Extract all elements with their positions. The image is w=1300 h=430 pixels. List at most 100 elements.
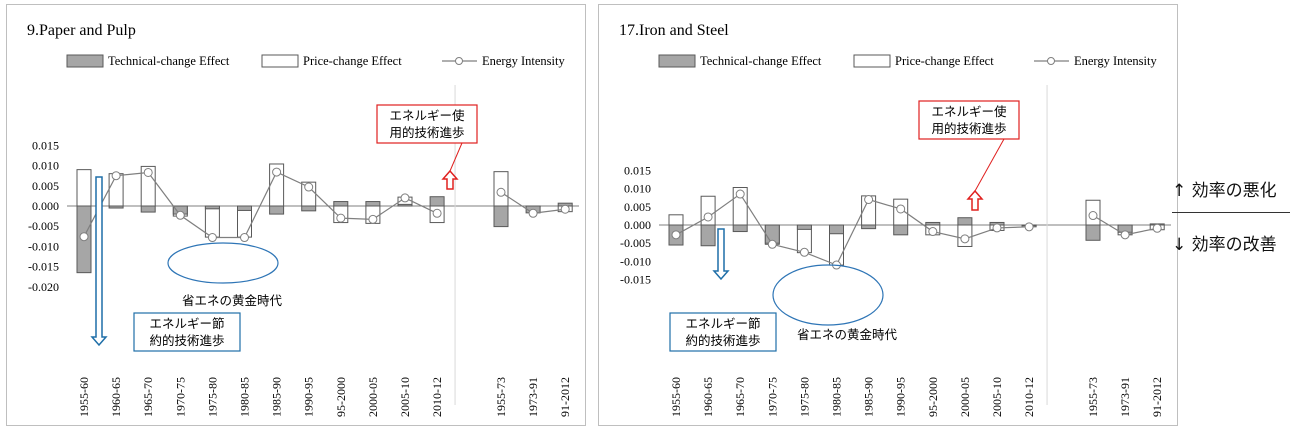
bar-technical-change [957, 217, 973, 226]
legend-intensity-marker [1047, 57, 1055, 65]
intensity-line-periods [675, 193, 1030, 266]
y-tick-label: 0.000 [32, 199, 59, 213]
bar-price-change [76, 169, 92, 207]
energy-using-box [918, 100, 1020, 140]
intensity-point [864, 195, 874, 205]
y-tick-label: -0.005 [28, 219, 59, 233]
x-tick-label: 91-2012 [1150, 377, 1164, 417]
x-tick-label: 1970-75 [765, 377, 779, 417]
intensity-point [1024, 222, 1034, 232]
x-tick-label: 1955-60 [669, 377, 683, 417]
bar-technical-change [397, 203, 413, 207]
x-tick-label: 2005-10 [990, 377, 1004, 417]
intensity-point [143, 167, 153, 177]
bar-technical-change [493, 205, 509, 228]
bar-technical-change [893, 224, 909, 236]
energy-saving-box [133, 312, 241, 352]
x-tick-label: 1990-95 [894, 377, 908, 417]
intensity-point [671, 230, 681, 240]
intensity-point [368, 214, 378, 224]
bar-price-change [204, 205, 220, 238]
bar-technical-change [925, 221, 941, 226]
intensity-point [560, 204, 570, 214]
energy-using-label-1: エネルギー使 [389, 108, 465, 123]
x-tick-label: 1975-80 [205, 377, 219, 417]
y-tick-label: -0.005 [620, 236, 651, 250]
intensity-point [336, 213, 346, 223]
y-tick-label: -0.010 [620, 254, 651, 268]
x-tick-label: 1955-73 [494, 377, 508, 417]
intensity-point [1120, 230, 1130, 240]
bar-technical-change [204, 205, 220, 210]
energy-saving-arrow [712, 228, 730, 281]
y-tick-label: 0.015 [32, 138, 59, 152]
y-tick-label: -0.015 [28, 260, 59, 274]
bar-technical-change [861, 224, 877, 230]
legend-technical-label: Technical-change Effect [108, 54, 230, 68]
x-tick-label: 2005-10 [398, 377, 412, 417]
energy-using-arrow [966, 189, 984, 211]
intensity-point [272, 167, 282, 177]
energy-using-label-2: 用的技術進歩 [389, 125, 464, 140]
x-tick-label: 2010-12 [430, 377, 444, 417]
intensity-point [992, 223, 1002, 233]
chart-title: 9.Paper and Pulp [27, 22, 136, 39]
bar-technical-change [796, 224, 812, 230]
intensity-point [767, 239, 777, 249]
intensity-point [79, 232, 89, 242]
legend-technical-swatch [658, 54, 696, 68]
bar-technical-change [269, 205, 285, 215]
y-tick-label: 0.005 [624, 200, 651, 214]
x-tick-label: 2000-05 [958, 377, 972, 417]
x-tick-label: 1985-90 [862, 377, 876, 417]
bar-technical-change [301, 205, 317, 212]
legend-price-label: Price-change Effect [303, 54, 402, 68]
y-tick-label: 0.005 [32, 179, 59, 193]
x-tick-label: 1980-85 [830, 377, 844, 417]
x-tick-label: 1955-73 [1086, 377, 1100, 417]
bar-technical-change [333, 201, 349, 207]
chart-panel-paper-pulp: 9.Paper and Pulp Technical-change Effect P… [6, 4, 586, 426]
legend-intensity-label: Energy Intensity [482, 54, 565, 68]
legend-intensity-label: Energy Intensity [1074, 54, 1157, 68]
x-tick-label: 1965-70 [733, 377, 747, 417]
energy-saving-label-2: 約的技術進歩 [685, 333, 760, 348]
x-tick-label: 95-2000 [926, 377, 940, 417]
intensity-point [896, 204, 906, 214]
intensity-point [111, 171, 121, 181]
legend: Technical-change Effect Price-change Effe… [658, 54, 1157, 68]
efficiency-better-note: ↓ 効率の改善 [1172, 235, 1277, 255]
energy-using-connector [974, 138, 1005, 192]
golden-age-ellipse [772, 264, 884, 326]
x-tick-label: 1955-60 [77, 377, 91, 417]
x-tick-label: 1973-91 [1118, 377, 1132, 417]
legend-price-swatch [853, 54, 891, 68]
intensity-point [1088, 211, 1098, 221]
energy-saving-label-1: エネルギー節 [149, 316, 224, 331]
intensity-point [304, 182, 314, 192]
energy-saving-arrow [90, 176, 108, 347]
bar-technical-change [140, 205, 156, 213]
bar-technical-change [237, 205, 252, 211]
intensity-point [799, 247, 809, 257]
efficiency-worse-note: ↑ 効率の悪化 [1172, 181, 1277, 201]
legend-price-label: Price-change Effect [895, 54, 994, 68]
x-tick-label: 1965-70 [141, 377, 155, 417]
golden-age-label: 省エネの黄金時代 [182, 293, 283, 308]
x-tick-label: 1985-90 [270, 377, 284, 417]
bar-technical-change [1085, 224, 1101, 241]
bar-price-change [668, 214, 684, 226]
bar-technical-change [429, 196, 445, 207]
energy-saving-label-2: 約的技術進歩 [149, 333, 224, 348]
legend-price-swatch [261, 54, 299, 68]
bar-technical-change [700, 224, 716, 247]
intensity-point [703, 212, 713, 222]
y-tick-label: -0.020 [28, 280, 59, 294]
energy-using-box [376, 104, 478, 144]
intensity-point [928, 227, 938, 237]
bar-technical-change [108, 205, 124, 209]
bar-technical-change [732, 224, 748, 233]
legend: Technical-change Effect Price-change Effe… [66, 54, 565, 68]
x-tick-label: 1960-65 [109, 377, 123, 417]
x-tick-label: 1975-80 [797, 377, 811, 417]
